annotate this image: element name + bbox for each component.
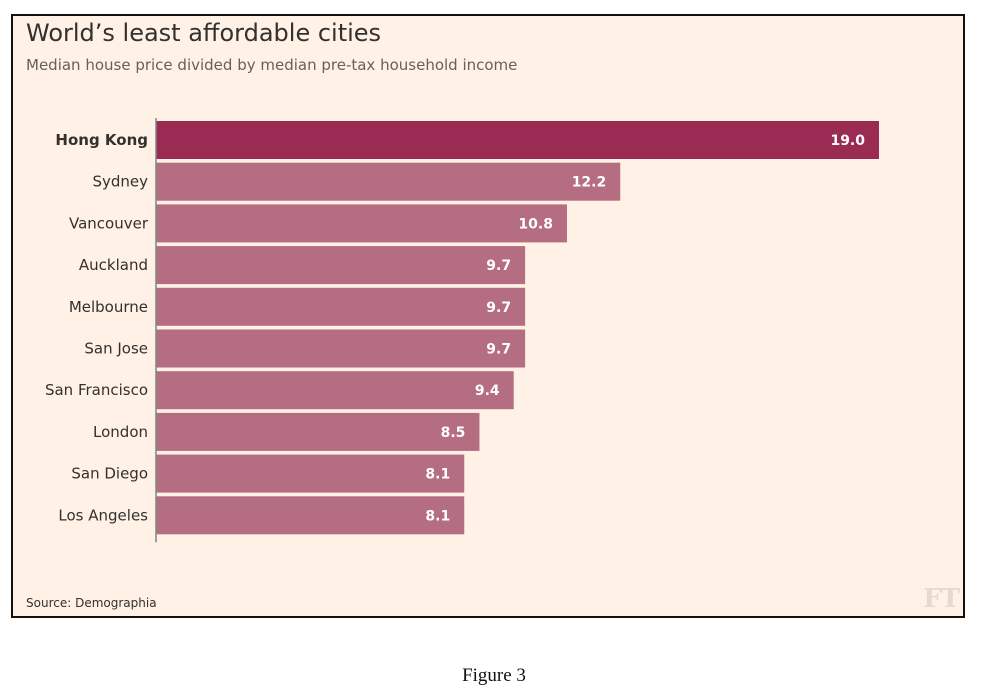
value-label: 9.4	[475, 383, 500, 399]
category-label: San Jose	[84, 340, 148, 358]
bar-auckland	[156, 246, 526, 285]
bar-london	[156, 412, 480, 451]
category-label: Melbourne	[69, 298, 148, 316]
chart-subtitle: Median house price divided by median pre…	[26, 56, 518, 74]
bar-san-diego	[156, 454, 465, 493]
bar-melbourne	[156, 287, 526, 326]
figure-caption: Figure 3	[462, 665, 526, 686]
chart-title: World’s least affordable cities	[26, 19, 382, 47]
chart-frame: World’s least affordable cities Median h…	[11, 14, 965, 618]
category-label: Vancouver	[69, 214, 149, 232]
category-label: Auckland	[79, 256, 148, 274]
value-label: 8.1	[425, 508, 450, 524]
category-label: London	[93, 423, 148, 441]
bar-hong-kong	[156, 121, 879, 159]
value-label: 12.2	[572, 175, 607, 191]
bar-los-angeles	[156, 496, 465, 535]
source-note: Source: Demographia	[26, 596, 157, 610]
category-label: San Francisco	[45, 381, 148, 399]
bar-san-francisco	[156, 371, 514, 410]
category-label: Los Angeles	[58, 506, 148, 524]
bar-vancouver	[156, 204, 567, 243]
category-label: Hong Kong	[55, 131, 148, 149]
value-label: 8.1	[425, 467, 450, 483]
ft-logo: FT	[923, 584, 960, 614]
bar-sydney	[156, 162, 621, 201]
category-label: Sydney	[92, 173, 148, 191]
value-label: 9.7	[486, 300, 511, 316]
value-label: 10.8	[518, 216, 553, 232]
value-label: 19.0	[830, 133, 865, 149]
value-label: 8.5	[441, 425, 466, 441]
bar-san-jose	[156, 329, 526, 368]
value-label: 9.7	[486, 342, 511, 358]
bar-chart: Hong Kong 19.0 Sydney 12.2 Vancouver 10.8 Auck…	[45, 118, 879, 543]
value-label: 9.7	[486, 258, 511, 274]
category-label: San Diego	[71, 465, 148, 483]
